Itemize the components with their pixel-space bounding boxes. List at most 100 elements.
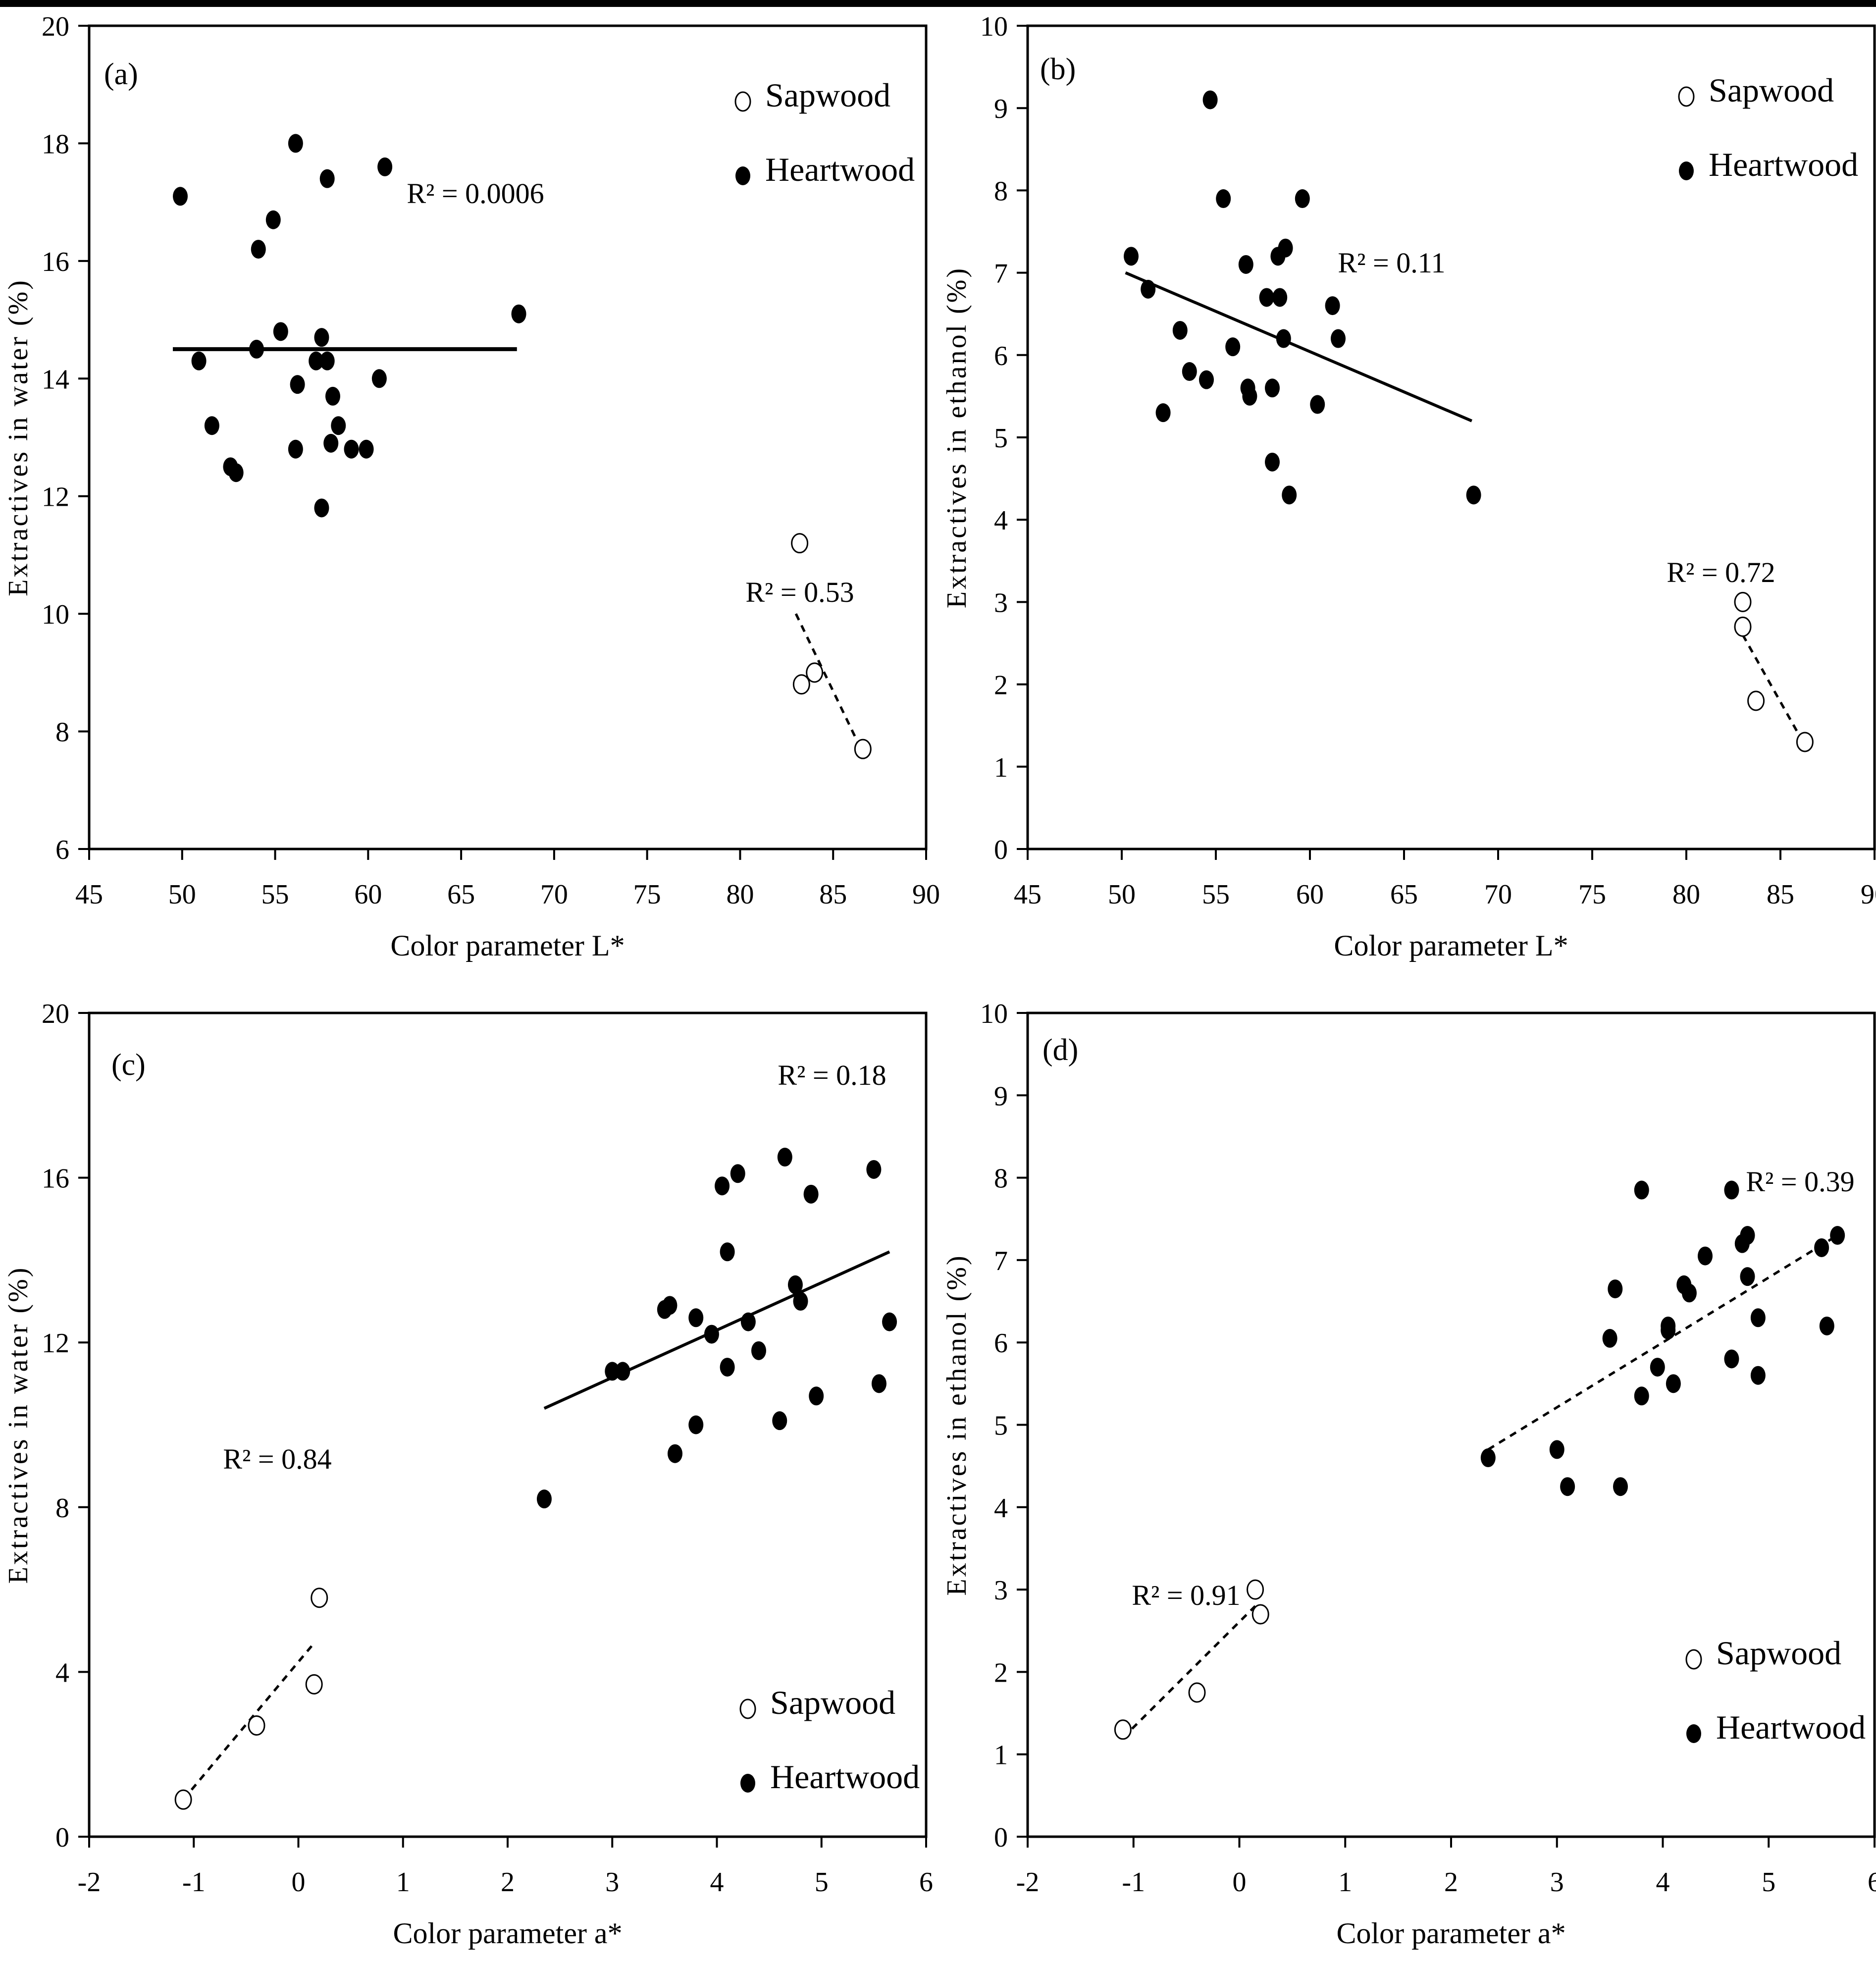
heartwood-point <box>371 369 387 388</box>
heartwood-point <box>1698 1246 1713 1266</box>
x-tick-label: 3 <box>1550 1867 1564 1898</box>
panel-label: (c) <box>111 1048 146 1082</box>
r2-label: R² = 0.84 <box>223 1443 331 1475</box>
sapwood-point <box>1747 690 1765 711</box>
panel-label: (b) <box>1040 53 1076 86</box>
sapwood-point <box>248 1715 265 1736</box>
panel-label: (d) <box>1042 1033 1078 1067</box>
heartwood-point <box>787 1275 803 1294</box>
heartwood-point <box>331 416 346 435</box>
x-tick-label: 70 <box>540 879 568 910</box>
legend-label: Sapwood <box>1709 71 1834 109</box>
y-tick-label: 4 <box>55 1657 69 1688</box>
heartwood-point <box>359 439 374 459</box>
sapwood-point <box>1796 732 1814 752</box>
sapwood-point <box>311 1588 328 1608</box>
heartwood-point <box>1278 238 1293 258</box>
heartwood-point <box>1182 362 1197 381</box>
legend: Sapwood Heartwood <box>1685 1634 1866 1746</box>
legend-sapwood-marker <box>739 1698 756 1719</box>
sapwood-point <box>791 533 809 554</box>
x-tick-label: 60 <box>354 879 382 910</box>
heartwood-point <box>1549 1440 1564 1459</box>
sapwood-trendline <box>1122 1605 1256 1739</box>
heartwood-point <box>1265 452 1280 472</box>
heartwood-point <box>720 1358 735 1377</box>
heartwood-point <box>1282 485 1297 505</box>
heartwood-point <box>662 1296 677 1315</box>
heartwood-point <box>1602 1328 1617 1348</box>
y-tick-label: 2 <box>994 670 1008 701</box>
sapwood-point <box>1247 1579 1264 1600</box>
heartwood-point <box>377 157 393 176</box>
heartwood-point <box>605 1362 620 1381</box>
heartwood-point <box>314 498 329 518</box>
sapwood-point <box>1188 1682 1206 1703</box>
y-tick-label: 10 <box>42 599 69 630</box>
y-tick-label: 5 <box>994 1411 1008 1441</box>
x-tick-label: 85 <box>1767 879 1794 910</box>
x-tick-label: 55 <box>1202 879 1230 910</box>
y-axis-title: Extractives in water (%) <box>3 1266 34 1584</box>
heartwood-point <box>191 351 207 371</box>
y-tick-label: 12 <box>42 482 69 513</box>
y-tick-label: 9 <box>994 1081 1008 1112</box>
y-tick-label: 6 <box>994 341 1008 371</box>
x-axis-title: Color parameter a* <box>1336 1917 1565 1950</box>
heartwood-point <box>1650 1358 1665 1377</box>
sapwood-point <box>1734 591 1752 612</box>
x-tick-label: 90 <box>912 879 940 910</box>
plot-frame <box>88 24 928 850</box>
legend: Sapwood Heartwood <box>734 76 915 188</box>
y-axis-title: Extractives in ethanol (%) <box>941 1254 972 1595</box>
y-tick-label: 4 <box>994 505 1008 536</box>
x-tick-label: -1 <box>182 1867 206 1898</box>
x-tick-label: 50 <box>168 879 196 910</box>
y-tick-label: 16 <box>42 1164 69 1194</box>
x-tick-label: 55 <box>261 879 289 910</box>
y-tick-label: 20 <box>42 11 69 42</box>
y-tick-label: 1 <box>994 1740 1008 1771</box>
heartwood-point <box>288 134 303 153</box>
chart-panel-3: -2 -1 0 1 2 3 4 5 6 0 1 2 3 4 5 6 7 8 9 10 Color parameter a… <box>941 999 1876 1950</box>
sapwood-trendline <box>182 1642 315 1801</box>
legend-label: Sapwood <box>770 1684 895 1721</box>
heartwood-point <box>1199 370 1214 389</box>
heartwood-point <box>204 416 219 435</box>
sapwood-point <box>305 1674 323 1695</box>
y-tick-label: 8 <box>55 717 69 748</box>
y-tick-label: 3 <box>994 587 1008 618</box>
legend-heartwood-marker <box>740 1774 755 1793</box>
x-tick-label: 65 <box>1390 879 1418 910</box>
heartwood-point <box>615 1362 630 1381</box>
heartwood-point <box>1272 288 1288 307</box>
sapwood-trendline <box>1741 634 1804 743</box>
x-tick-label: 60 <box>1296 879 1324 910</box>
heartwood-point <box>1295 189 1310 209</box>
heartwood-point <box>1225 337 1241 357</box>
x-tick-label: 65 <box>447 879 475 910</box>
heartwood-point <box>249 339 264 359</box>
x-tick-label: 45 <box>75 879 103 910</box>
x-tick-label: 2 <box>1444 1867 1458 1898</box>
sapwood-point <box>1251 1604 1269 1625</box>
heartwood-point <box>1480 1448 1496 1468</box>
heartwood-point <box>1666 1374 1681 1393</box>
heartwood-point <box>273 322 288 341</box>
heartwood-point <box>730 1164 745 1183</box>
y-tick-label: 3 <box>994 1575 1008 1606</box>
sapwood-point <box>792 674 810 695</box>
heartwood-point <box>772 1411 787 1431</box>
x-tick-label: 6 <box>1868 1867 1876 1898</box>
heartwood-point <box>777 1148 792 1167</box>
x-tick-label: 2 <box>501 1867 515 1898</box>
heartwood-point <box>1124 247 1139 266</box>
chart-panel-1: 45505560657075808590012345678910Color pa… <box>941 11 1876 962</box>
heartwood-trendline <box>1487 1234 1838 1451</box>
sapwood-point <box>854 739 872 759</box>
y-tick-label: 0 <box>994 1822 1008 1853</box>
y-tick-label: 8 <box>55 1493 69 1524</box>
y-tick-label: 16 <box>42 247 69 277</box>
x-tick-label: 5 <box>1762 1867 1775 1898</box>
heartwood-point <box>688 1415 704 1434</box>
